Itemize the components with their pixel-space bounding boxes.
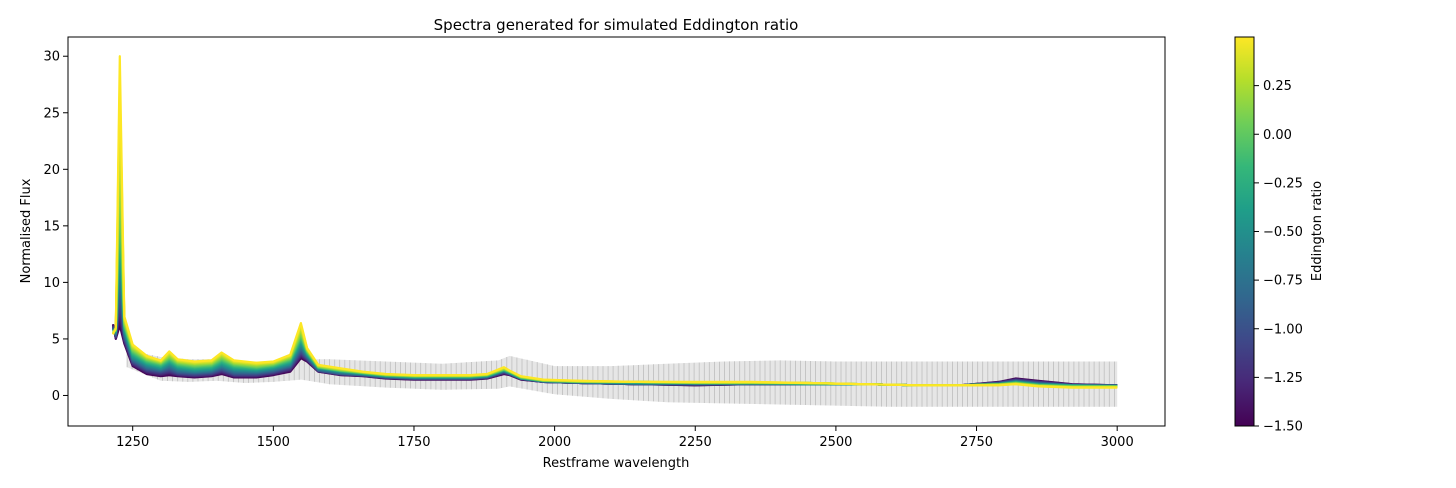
spectrum-line — [112, 149, 1118, 388]
y-tick-label: 5 — [52, 332, 60, 347]
colorbar-axis: 0.25 0.00 −0.25 −0.50 −0.75 −1.00 −1.25 −1.50 — [1254, 79, 1303, 435]
x-tick-label: 1500 — [257, 435, 290, 450]
colorbar-tick-label: −1.00 — [1263, 322, 1303, 337]
x-tick-label: 2500 — [819, 435, 852, 450]
x-tick-label: 3000 — [1101, 435, 1134, 450]
y-tick-label: 15 — [43, 219, 60, 234]
plot-frame — [67, 36, 1166, 427]
spectra-series — [111, 55, 1118, 389]
colorbar-tick-label: 0.00 — [1263, 128, 1292, 143]
x-tick-label: 2750 — [960, 435, 993, 450]
y-tick-label: 25 — [43, 106, 60, 121]
spectrum-line — [111, 55, 1118, 389]
colorbar-tick-label: −1.50 — [1263, 420, 1303, 435]
x-tick-label: 1250 — [116, 435, 149, 450]
spectrum-line — [112, 212, 1118, 388]
spectrum-line — [112, 102, 1118, 389]
colorbar — [1234, 36, 1255, 427]
colorbar-tick-label: 0.25 — [1263, 79, 1292, 94]
y-axis: 0 5 10 15 20 25 30 — [43, 50, 68, 404]
error-band — [126, 350, 1118, 407]
x-tick-label: 2000 — [538, 435, 571, 450]
spectrum-line — [112, 203, 1118, 388]
error-band-fill — [127, 350, 1118, 407]
spectrum-line — [112, 125, 1118, 389]
y-tick-label: 30 — [43, 50, 60, 65]
colorbar-tick-label: −0.25 — [1263, 176, 1303, 191]
colorbar-tick-label: −1.25 — [1263, 371, 1303, 386]
y-tick-label: 0 — [52, 389, 60, 404]
chart-title: Spectra generated for simulated Eddingto… — [434, 16, 799, 34]
spectrum-line — [112, 173, 1118, 388]
colorbar-label: Eddington ratio — [1310, 181, 1325, 281]
x-axis: 1250 1500 1750 2000 2250 2500 2750 3000 — [116, 426, 1134, 450]
spectrum-line — [112, 193, 1118, 388]
colorbar-tick-label: −0.50 — [1263, 225, 1303, 240]
y-tick-label: 20 — [43, 163, 60, 178]
spectrum-line — [112, 78, 1118, 389]
x-tick-label: 2250 — [679, 435, 712, 450]
x-axis-label: Restframe wavelength — [543, 456, 690, 471]
y-axis-label: Normalised Flux — [19, 178, 34, 283]
colorbar-tick-label: −0.75 — [1263, 274, 1303, 289]
x-tick-label: 1750 — [397, 435, 430, 450]
y-tick-label: 10 — [43, 276, 60, 291]
